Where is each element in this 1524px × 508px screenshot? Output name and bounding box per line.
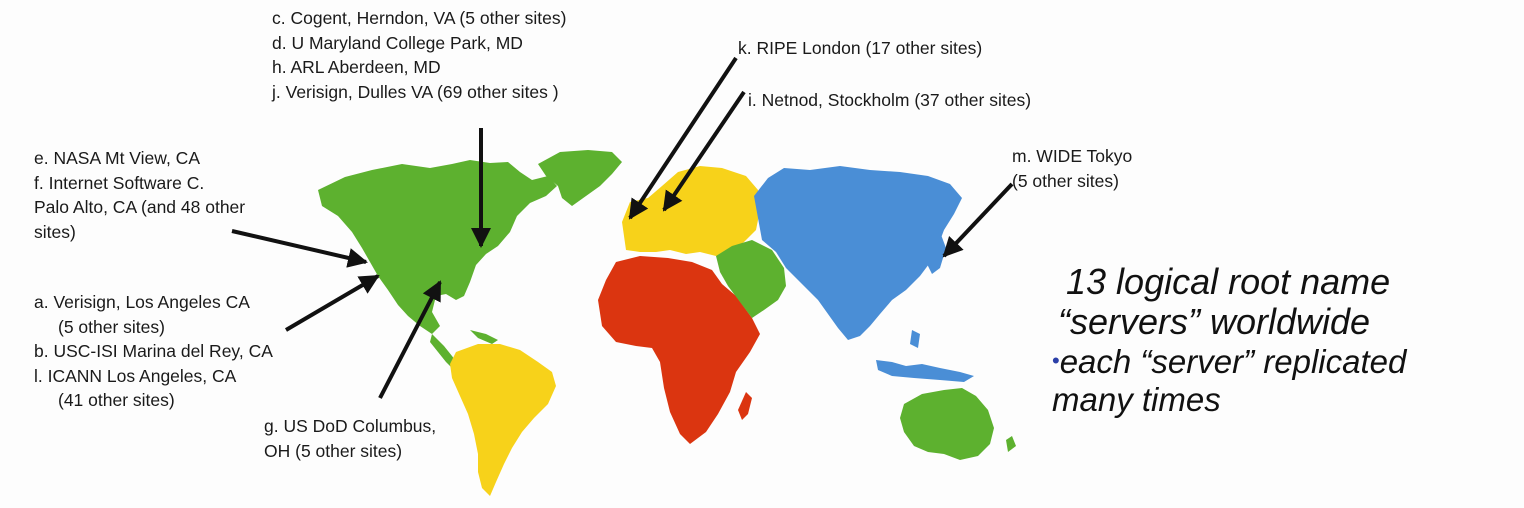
headline-line-1: 13 logical root name [1066, 261, 1391, 302]
label-wide-sites: (5 other sites) [1012, 170, 1119, 191]
australia-region [900, 388, 994, 460]
label-nasa-group: e. NASA Mt View, CA f. Internet Software… [34, 146, 245, 244]
europe-region [622, 166, 760, 256]
headline-line-4: many times [1052, 381, 1221, 418]
caribbean-region [470, 330, 498, 344]
label-netnod: i. Netnod, Stockholm (37 other sites) [748, 90, 1032, 110]
label-umaryland: d. U Maryland College Park, MD [272, 32, 523, 53]
arrow-nasa [231, 229, 368, 268]
philippines-region [910, 330, 920, 348]
label-verisign-la: a. Verisign, Los Angeles CA [34, 292, 250, 312]
greenland-region [538, 150, 622, 206]
new-zealand-region [1006, 436, 1016, 452]
label-isc-location: Palo Alto, CA (and 48 other [34, 197, 246, 217]
arrow-verisign-la [284, 274, 380, 332]
label-dod: g. US DoD Columbus, [264, 416, 437, 436]
label-verisign-la-sites: (5 other sites) [58, 316, 165, 337]
label-wide-group: m. WIDE Tokyo (5 other sites) [1012, 144, 1132, 193]
label-icann: l. ICANN Los Angeles, CA [34, 365, 237, 386]
label-verisign-la-group: a. Verisign, Los Angeles CA (5 other sit… [34, 290, 273, 413]
label-isc: f. Internet Software C. [34, 172, 205, 193]
middle-east-region [716, 240, 786, 318]
headline: 13 logical root name “servers” worldwide… [1052, 262, 1406, 419]
label-cogent-group: c. Cogent, Herndon, VA (5 other sites) d… [272, 6, 566, 104]
label-dod-sites: OH (5 other sites) [264, 440, 403, 461]
label-icann-sites: (41 other sites) [58, 390, 175, 410]
headline-line-3: each “server” replicated [1059, 343, 1407, 380]
label-cogent: c. Cogent, Herndon, VA (5 other sites) [272, 8, 567, 28]
north-america-region [318, 160, 557, 334]
africa-region [598, 256, 760, 444]
label-verisign-dulles: j. Verisign, Dulles VA (69 other sites ) [272, 81, 559, 102]
label-nasa: e. NASA Mt View, CA [34, 148, 200, 168]
headline-line-2: “servers” worldwide [1058, 301, 1371, 342]
bullet-icon: • [1052, 348, 1060, 373]
south-america-region [450, 344, 556, 496]
headline-bullet-item: •each “server” replicated [1052, 342, 1406, 381]
label-usc-isi: b. USC-ISI Marina del Rey, CA [34, 341, 273, 361]
arrow-wide [942, 182, 1014, 258]
central-america-region [430, 334, 458, 370]
japan-region [926, 232, 946, 274]
arrow-dod [378, 280, 442, 399]
madagascar-region [738, 392, 752, 420]
label-ripe: k. RIPE London (17 other sites) [738, 38, 983, 58]
label-isc-sites: sites) [34, 221, 76, 242]
indonesia-region [876, 360, 974, 382]
arrow-ripe [628, 56, 738, 220]
label-arl: h. ARL Aberdeen, MD [272, 57, 441, 77]
label-wide: m. WIDE Tokyo [1012, 146, 1133, 166]
label-dod-group: g. US DoD Columbus, OH (5 other sites) [264, 414, 436, 463]
arrow-netnod [662, 90, 746, 212]
asia-region [754, 166, 962, 340]
